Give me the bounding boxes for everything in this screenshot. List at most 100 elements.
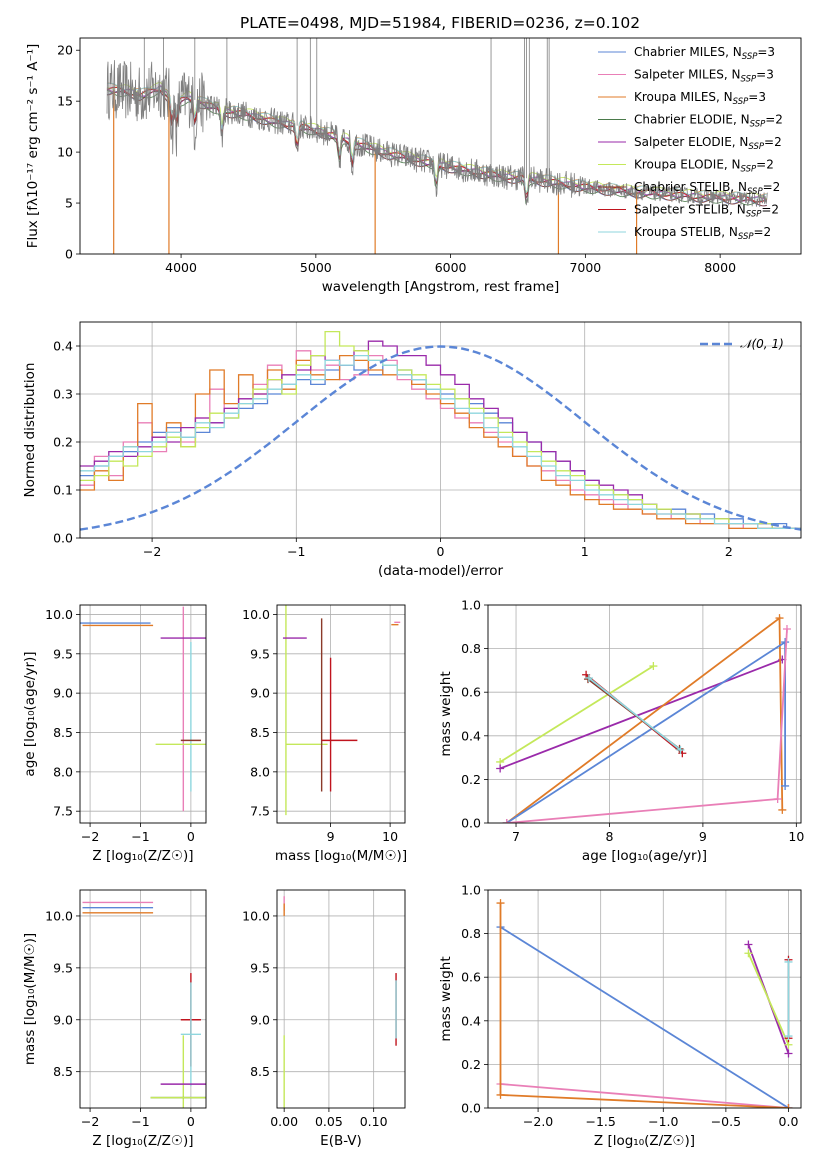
weight-line: [499, 658, 783, 770]
y-axis-label: mass weight: [438, 671, 454, 756]
y-tick-label: 0.0: [461, 1101, 481, 1116]
x-tick-label: 0.0: [779, 1114, 799, 1129]
y-tick-label: 0.4: [53, 339, 73, 354]
x-tick-label: 0: [187, 1114, 195, 1129]
y-tick-label: 9.0: [53, 686, 73, 701]
plus-marker: [775, 614, 784, 623]
weight-line: [747, 952, 790, 1046]
y-tick-label: 0.3: [53, 387, 73, 402]
y-tick-label: 10.0: [242, 908, 270, 923]
legend-label: Kroupa MILES, NSSP=3: [634, 90, 766, 107]
plus-marker: [781, 638, 790, 647]
x-axis-label: age [log₁₀(age/yr)]: [582, 848, 707, 864]
x-tick-label: 10: [788, 829, 804, 844]
x-tick-label: 0: [187, 829, 195, 844]
x-tick-label: 9: [699, 829, 707, 844]
plus-marker: [584, 674, 593, 683]
error-bar-point: [180, 982, 201, 1087]
legend-label: Salpeter ELODIE, NSSP=2: [634, 135, 782, 152]
x-tick-label: 0: [437, 544, 445, 559]
x-tick-label: 0.10: [360, 1114, 388, 1129]
x-tick-label: 7000: [569, 260, 601, 275]
plus-marker: [744, 949, 753, 958]
y-tick-label: 9.0: [53, 1012, 73, 1027]
plus-marker: [782, 624, 791, 633]
plus-marker: [502, 819, 511, 823]
figure-title: PLATE=0498, MJD=51984, FIBERID=0236, z=0…: [240, 14, 640, 32]
panel-z-mass: −2 −1 0 8.5 9.0 9.5 10.0 Z [log₁₀(Z/Z☉)] mass [l…: [22, 889, 207, 1149]
x-tick-label: 1: [581, 544, 589, 559]
axes-frame: [276, 889, 406, 1109]
plot-area: [283, 896, 397, 1108]
y-tick-label: 10.0: [45, 908, 73, 923]
legend-label: Chabrier STELIB, NSSP=2: [634, 180, 780, 197]
legend-label: Chabrier MILES, NSSP=3: [634, 45, 775, 62]
plus-marker: [744, 940, 753, 949]
plus-marker: [496, 899, 505, 908]
panel-spectrum: 4000 5000 6000 7000 8000 0 5 10 15 20 wavelength […: [25, 37, 802, 295]
y-tick-label: 9.5: [250, 646, 270, 661]
y-tick-label: 7.5: [250, 804, 270, 819]
plus-marker: [496, 1090, 505, 1099]
y-tick-label: 8.5: [250, 1064, 270, 1079]
legend-label: Kroupa ELODIE, NSSP=2: [634, 158, 774, 175]
panel-z-age: −2 −1 0 7.5 8.0 8.5 9.0 9.5 10.0 Z [log₁₀(Z/Z☉)] a…: [22, 604, 207, 864]
x-tick-label: −0.5: [711, 1114, 741, 1129]
plot-area: [82, 901, 206, 1108]
y-tick-label: 8.0: [53, 764, 73, 779]
y-tick-label: 9.0: [250, 1012, 270, 1027]
x-axis-label: mass [log₁₀(M/M☉)]: [275, 848, 407, 864]
x-tick-label: 0.00: [270, 1114, 298, 1129]
plot-area: [496, 899, 793, 1108]
weight-line: [500, 926, 789, 1108]
axes-frame: [487, 889, 802, 1109]
y-tick-label: 8.5: [250, 725, 270, 740]
y-tick-label: 9.5: [250, 960, 270, 975]
weight-line: [500, 1083, 789, 1108]
plus-marker: [778, 805, 787, 814]
x-tick-label: −1: [131, 1114, 149, 1129]
plot-area: [80, 330, 801, 531]
y-axis-label: Flux [fλ10⁻¹⁷ erg cm⁻² s⁻¹ A⁻¹]: [25, 44, 41, 249]
weight-line: [499, 665, 654, 763]
plus-marker: [781, 781, 790, 790]
plot-area: [496, 614, 791, 823]
y-tick-label: 1.0: [461, 883, 481, 898]
y-tick-label: 0.8: [461, 926, 481, 941]
observed-spectrum: [106, 60, 768, 208]
weight-line: [506, 628, 788, 823]
x-tick-label: −1: [131, 829, 149, 844]
plus-marker: [649, 662, 658, 671]
x-tick-label: −2: [81, 829, 99, 844]
x-tick-label: −1.0: [648, 1114, 678, 1129]
x-axis-label: E(B-V): [320, 1133, 362, 1149]
y-tick-label: 9.0: [250, 686, 270, 701]
x-tick-label: −2: [143, 544, 161, 559]
y-tick-label: 0.6: [461, 970, 481, 985]
y-tick-label: 0.2: [53, 435, 73, 450]
x-tick-label: 8: [605, 829, 613, 844]
y-tick-label: 8.5: [53, 725, 73, 740]
x-tick-label: −2: [81, 1114, 99, 1129]
y-tick-label: 9.5: [53, 960, 73, 975]
legend-label: Kroupa STELIB, NSSP=2: [634, 225, 771, 242]
y-tick-label: 10.0: [45, 607, 73, 622]
x-tick-label: 6000: [435, 260, 467, 275]
plus-marker: [784, 1032, 793, 1041]
x-tick-label: 9: [327, 829, 335, 844]
normal-curve: [80, 345, 801, 531]
panel-ebv-mass: 0.00 0.05 0.10 8.5 9.0 9.5 10.0 E(B-V): [242, 889, 406, 1149]
x-tick-label: 2: [725, 544, 733, 559]
weight-line: [588, 677, 682, 751]
x-tick-label: 0.05: [315, 1114, 343, 1129]
panel-mass-age: 9 10 7.5 8.0 8.5 9.0 9.5 10.0 mass [log₁₀(M/M☉)]: [242, 604, 407, 864]
y-axis-label: mass weight: [438, 956, 454, 1041]
plus-marker: [784, 1104, 793, 1108]
legend: Chabrier MILES, NSSP=3 Salpeter MILES, NS…: [598, 45, 783, 242]
x-tick-label: 8000: [704, 260, 736, 275]
x-tick-label: 4000: [165, 260, 197, 275]
residual-histogram: [80, 354, 801, 530]
y-tick-label: 0.0: [461, 816, 481, 831]
y-tick-label: 10: [57, 145, 73, 160]
